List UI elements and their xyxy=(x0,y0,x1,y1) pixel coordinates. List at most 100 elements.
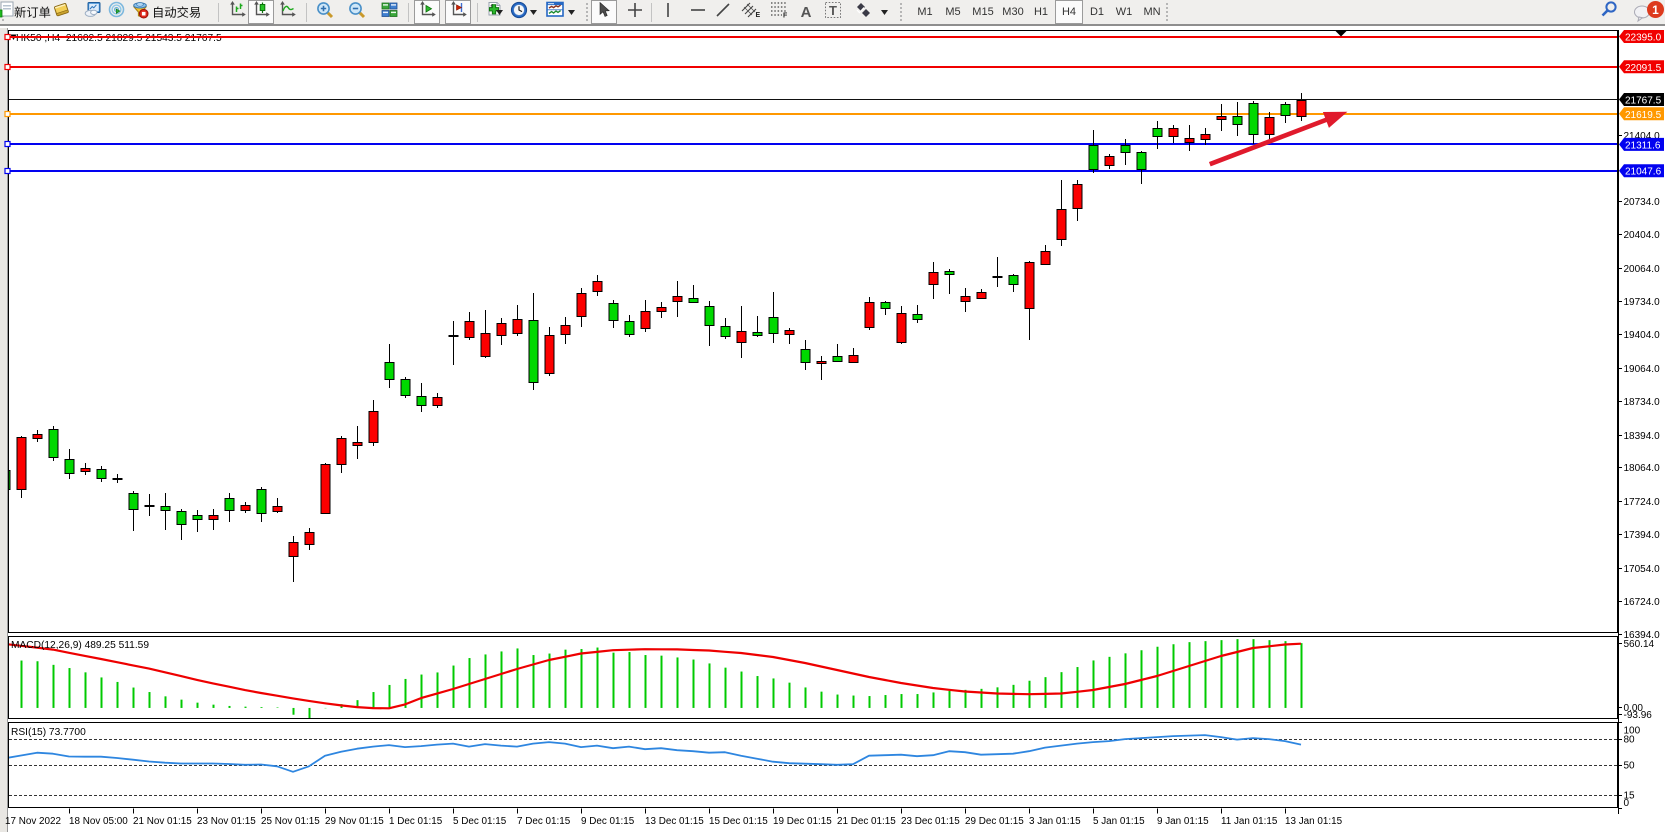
channel-icon: E xyxy=(741,1,761,23)
candle xyxy=(736,306,747,358)
candle xyxy=(272,498,283,513)
arrows-button[interactable] xyxy=(850,0,876,24)
candle xyxy=(1184,125,1195,151)
badge-label: 21619.5 xyxy=(1625,110,1662,121)
macd-label: MACD(12,26,9) 489.25 511.59 xyxy=(11,640,149,651)
horizontal-line-button[interactable] xyxy=(685,0,711,24)
chart-candles-button[interactable] xyxy=(248,0,274,24)
zoom-out-button[interactable] xyxy=(344,0,370,24)
price-tick-label: 19064.0 xyxy=(1624,364,1661,375)
time-tick-label: 21 Dec 01:15 xyxy=(837,816,896,827)
periods-dropdown-arrow[interactable] xyxy=(528,0,538,24)
toolbar-grip[interactable] xyxy=(899,3,903,22)
horizontal-line-22395.0[interactable] xyxy=(4,33,1617,41)
timeframe-M30[interactable]: M30 xyxy=(998,0,1028,24)
candle-body xyxy=(1152,128,1163,137)
candle xyxy=(304,528,315,550)
horizontal-line-21311.6[interactable] xyxy=(4,140,1617,148)
indicators-dropdown-arrow[interactable] xyxy=(494,0,504,24)
zoom-in-button[interactable] xyxy=(312,0,338,24)
candle xyxy=(1040,245,1051,265)
horizontal-line-21619.5[interactable] xyxy=(4,110,1617,118)
badge-shape xyxy=(1619,107,1664,121)
chart-window[interactable]: 21404.0 20734.0 20404.0 20064.0 19734.0 19404… xyxy=(0,28,1665,832)
timeframe-M15[interactable]: M15 xyxy=(968,0,998,24)
price-tick-label: 19734.0 xyxy=(1624,297,1661,308)
text-label-button[interactable]: T xyxy=(820,0,846,24)
shift-marker-triangle[interactable] xyxy=(1335,31,1347,37)
periods-button[interactable] xyxy=(506,0,532,24)
candle-body xyxy=(16,437,27,490)
toolbar-grip[interactable] xyxy=(1165,3,1169,22)
trend-arrow-annotation[interactable] xyxy=(1208,111,1348,167)
timeframe-D1[interactable]: D1 xyxy=(1084,0,1110,24)
candle-body xyxy=(560,325,571,335)
candle-body xyxy=(880,302,891,309)
crosshair-button[interactable] xyxy=(622,0,648,24)
candle xyxy=(784,328,795,344)
candle xyxy=(880,301,891,315)
fibonacci-button[interactable]: F xyxy=(766,0,792,24)
timeframe-W1[interactable]: W1 xyxy=(1111,0,1137,24)
tile-windows-button[interactable] xyxy=(376,0,402,24)
data-window-button[interactable] xyxy=(103,0,129,24)
candle-body xyxy=(288,542,299,557)
templates-button[interactable] xyxy=(542,0,568,24)
candle xyxy=(800,340,811,370)
price-badge-22091.5: 22091.5 xyxy=(1619,60,1664,74)
autotrading-button[interactable] xyxy=(131,0,209,24)
vertical-line-button[interactable] xyxy=(655,0,681,24)
new-chart-button[interactable] xyxy=(48,0,74,24)
channel-button[interactable]: E xyxy=(737,0,765,24)
candle-body xyxy=(1040,251,1051,265)
badge-shape xyxy=(1619,30,1664,44)
timeframe-M5[interactable]: M5 xyxy=(940,0,966,24)
candle xyxy=(432,393,443,408)
candle-body xyxy=(864,302,875,328)
candle-body xyxy=(800,349,811,363)
timeframe-M1[interactable]: M1 xyxy=(912,0,938,24)
candle xyxy=(416,383,427,412)
candle-body xyxy=(240,505,251,511)
line-handle[interactable] xyxy=(4,63,11,71)
candle xyxy=(1168,125,1179,143)
trendline-button[interactable] xyxy=(710,0,736,24)
time-tick-label: 17 Nov 2022 xyxy=(5,816,61,827)
candle-body xyxy=(368,411,379,443)
search-button[interactable] xyxy=(1596,0,1622,24)
line-handle[interactable] xyxy=(4,110,11,118)
text-button[interactable]: A xyxy=(793,0,819,24)
indicators-button[interactable]: f xyxy=(481,0,507,24)
profiles-button[interactable] xyxy=(79,0,105,24)
candle xyxy=(448,321,459,365)
line-handle[interactable] xyxy=(4,33,11,41)
horizontal-line-21047.6[interactable] xyxy=(4,167,1617,175)
candle xyxy=(368,400,379,446)
line-handle[interactable] xyxy=(4,167,11,175)
line-handle[interactable] xyxy=(4,140,11,148)
toolbar-grip[interactable] xyxy=(585,3,589,22)
templates-dropdown-arrow[interactable] xyxy=(566,0,576,24)
time-tick-label: 19 Dec 01:15 xyxy=(773,816,832,827)
text-label-icon: T xyxy=(824,1,842,24)
candle xyxy=(496,318,507,345)
new-order-button[interactable] xyxy=(0,0,60,24)
chart-line-button[interactable] xyxy=(274,0,300,24)
time-tick-label: 13 Jan 01:15 xyxy=(1285,816,1343,827)
trend-arrow-head xyxy=(1322,111,1348,128)
chart-shift-button[interactable] xyxy=(445,0,471,24)
chart-bars-button[interactable] xyxy=(224,0,250,24)
notifications-button[interactable]: 1 xyxy=(1626,0,1664,24)
chart-canvas[interactable]: 21404.0 20734.0 20404.0 20064.0 19734.0 19404… xyxy=(0,28,1665,832)
timeframe-H4[interactable]: H4 xyxy=(1055,0,1083,24)
candle-body xyxy=(992,276,1003,278)
horizontal-line-22091.5[interactable] xyxy=(4,63,1617,71)
candle xyxy=(832,344,843,362)
timeframe-MN[interactable]: MN xyxy=(1139,0,1165,24)
arrows-dropdown-arrow[interactable] xyxy=(879,0,889,24)
price-badge-21619.5: 21619.5 xyxy=(1619,107,1664,121)
cursor-button[interactable] xyxy=(591,0,617,24)
candle xyxy=(64,449,75,479)
auto-scroll-button[interactable] xyxy=(414,0,440,24)
timeframe-H1[interactable]: H1 xyxy=(1028,0,1054,24)
